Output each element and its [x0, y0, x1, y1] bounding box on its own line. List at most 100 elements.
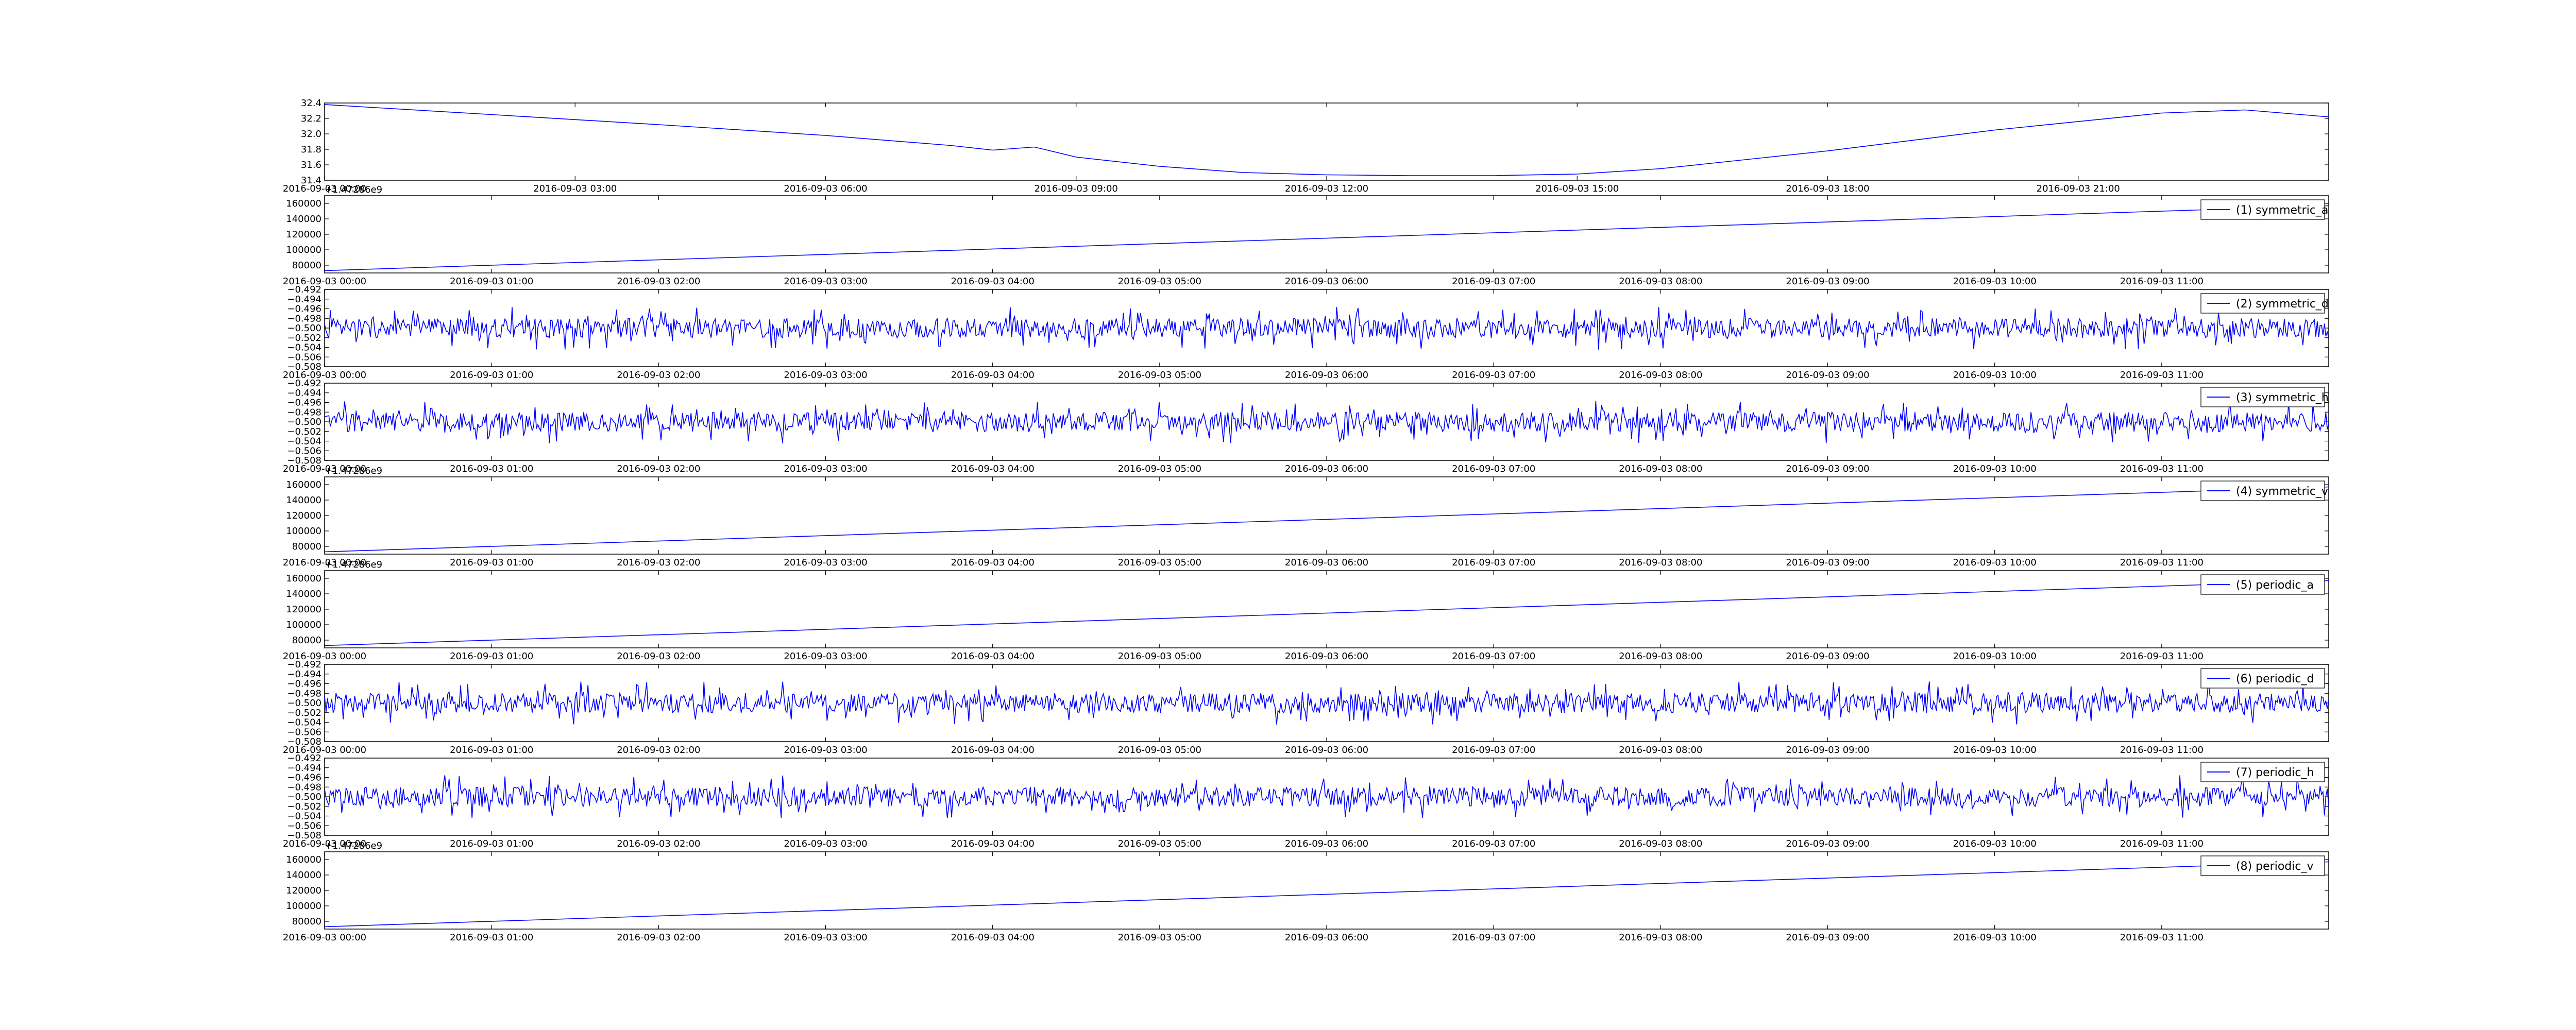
x-tick-label: 2016-09-03 03:00 — [784, 370, 867, 381]
x-tick-label: 2016-09-03 05:00 — [1118, 651, 1201, 662]
x-tick-label: 2016-09-03 11:00 — [2120, 370, 2204, 381]
x-tick-label: 2016-09-03 07:00 — [1452, 932, 1535, 943]
x-tick-label: 2016-09-03 00:00 — [283, 651, 366, 662]
x-tick-label: 2016-09-03 18:00 — [1786, 183, 1869, 194]
x-tick-label: 2016-09-03 11:00 — [2120, 651, 2204, 662]
y-tick-label: −0.502 — [287, 801, 321, 812]
x-tick-label: 2016-09-03 10:00 — [1953, 745, 2037, 756]
x-tick-label: 2016-09-03 07:00 — [1452, 838, 1535, 849]
y-tick-label: −0.494 — [287, 294, 321, 305]
subplot-3: −0.492−0.494−0.496−0.498−0.500−0.502−0.5… — [283, 284, 2329, 381]
x-tick-label: 2016-09-03 00:00 — [283, 745, 366, 756]
legend: (8) periodic_v — [2200, 855, 2325, 876]
y-tick-label: −0.506 — [287, 445, 321, 456]
x-tick-label: 2016-09-03 09:00 — [1035, 183, 1118, 194]
x-tick-label: 2016-09-03 05:00 — [1118, 464, 1201, 474]
x-tick-label: 2016-09-03 11:00 — [2120, 838, 2204, 849]
x-tick-label: 2016-09-03 02:00 — [617, 464, 700, 474]
x-tick-label: 2016-09-03 01:00 — [450, 276, 533, 287]
y-tick-label: −0.504 — [287, 811, 321, 822]
subplot-4: −0.492−0.494−0.496−0.498−0.500−0.502−0.5… — [283, 378, 2329, 474]
series-line — [324, 861, 2329, 928]
x-tick-label: 2016-09-03 09:00 — [1786, 276, 1869, 287]
x-tick-label: 2016-09-03 07:00 — [1452, 464, 1535, 474]
y-tick-label: −0.496 — [287, 679, 321, 690]
y-tick-label: −0.494 — [287, 763, 321, 774]
x-tick-label: 2016-09-03 02:00 — [617, 557, 700, 568]
x-tick-label: 2016-09-03 03:00 — [784, 276, 867, 287]
y-tick-label: −0.508 — [287, 736, 321, 747]
y-tick-label: −0.502 — [287, 333, 321, 344]
x-tick-label: 2016-09-03 11:00 — [2120, 276, 2204, 287]
x-tick-label: 2016-09-03 21:00 — [2037, 183, 2120, 194]
x-tick-label: 2016-09-03 06:00 — [1285, 745, 1368, 756]
x-tick-label: 2016-09-03 07:00 — [1452, 276, 1535, 287]
x-tick-label: 2016-09-03 04:00 — [951, 932, 1035, 943]
x-tick-label: 2016-09-03 04:00 — [951, 745, 1035, 756]
subplot-9: 160000 140000 120000 100000 80000 2016-09-03 … — [283, 840, 2329, 943]
y-tick-label: 160000 — [286, 198, 321, 209]
x-tick-label: 2016-09-03 02:00 — [617, 745, 700, 756]
x-tick-label: 2016-09-03 10:00 — [1953, 276, 2037, 287]
x-tick-label: 2016-09-03 11:00 — [2120, 464, 2204, 474]
x-tick-label: 2016-09-03 06:00 — [1285, 464, 1368, 474]
x-tick-label: 2016-09-03 09:00 — [1786, 838, 1869, 849]
y-tick-label: −0.506 — [287, 352, 321, 363]
x-tick-label: 2016-09-03 04:00 — [951, 276, 1035, 287]
legend: (5) periodic_a — [2200, 574, 2325, 595]
y-tick-label: 32.0 — [301, 129, 321, 140]
x-tick-label: 2016-09-03 08:00 — [1619, 932, 1702, 943]
x-tick-label: 2016-09-03 07:00 — [1452, 370, 1535, 381]
y-tick-label: 31.6 — [301, 160, 321, 170]
x-tick-label: 2016-09-03 05:00 — [1118, 745, 1201, 756]
x-tick-label: 2016-09-03 00:00 — [283, 183, 366, 194]
y-tick-label: 100000 — [286, 245, 321, 255]
x-tick-label: 2016-09-03 07:00 — [1452, 745, 1535, 756]
x-tick-label: 2016-09-03 03:00 — [784, 464, 867, 474]
x-tick-label: 2016-09-03 05:00 — [1118, 370, 1201, 381]
series-line — [324, 580, 2329, 646]
x-tick-label: 2016-09-03 10:00 — [1953, 557, 2037, 568]
y-tick-label: 120000 — [286, 229, 321, 240]
x-tick-label: 2016-09-03 15:00 — [1535, 183, 1619, 194]
x-tick-label: 2016-09-03 02:00 — [617, 276, 700, 287]
x-tick-label: 2016-09-03 11:00 — [2120, 932, 2204, 943]
y-tick-label: 100000 — [286, 620, 321, 630]
y-tick-label: 120000 — [286, 510, 321, 521]
x-tick-label: 2016-09-03 04:00 — [951, 464, 1035, 474]
x-tick-label: 2016-09-03 08:00 — [1619, 745, 1702, 756]
legend-box — [2200, 199, 2325, 220]
legend-label: (6) periodic_d — [2236, 673, 2314, 685]
subplot-8: −0.492−0.494−0.496−0.498−0.500−0.502−0.5… — [283, 753, 2329, 849]
series-line — [324, 205, 2329, 271]
y-tick-label: −0.498 — [287, 782, 321, 793]
y-tick-label: −0.492 — [287, 378, 321, 389]
subplot-5: 160000 140000 120000 100000 80000 2016-09-03 … — [283, 466, 2329, 568]
series-line — [324, 775, 2329, 818]
legend: (6) periodic_d — [2200, 668, 2325, 689]
x-tick-label: 2016-09-03 04:00 — [951, 370, 1035, 381]
y-tick-label: 80000 — [292, 916, 321, 927]
series-line — [324, 307, 2329, 350]
x-tick-label: 2016-09-03 06:00 — [1285, 276, 1368, 287]
x-tick-label: 2016-09-03 00:00 — [283, 370, 366, 381]
y-tick-label: −0.494 — [287, 669, 321, 680]
legend: (2) symmetric_d — [2200, 293, 2329, 314]
x-tick-label: 2016-09-03 00:00 — [283, 932, 366, 943]
x-tick-label: 2016-09-03 10:00 — [1953, 838, 2037, 849]
x-tick-label: 2016-09-03 10:00 — [1953, 370, 2037, 381]
y-tick-label: 120000 — [286, 885, 321, 896]
x-tick-label: 2016-09-03 01:00 — [450, 557, 533, 568]
x-tick-label: 2016-09-03 03:00 — [784, 557, 867, 568]
x-tick-label: 2016-09-03 00:00 — [283, 276, 366, 287]
x-tick-label: 2016-09-03 06:00 — [784, 183, 867, 194]
y-tick-label: −0.508 — [287, 830, 321, 841]
y-tick-label: 80000 — [292, 541, 321, 552]
x-tick-label: 2016-09-03 11:00 — [2120, 557, 2204, 568]
y-tick-label: −0.506 — [287, 820, 321, 831]
x-tick-label: 2016-09-03 03:00 — [784, 932, 867, 943]
x-tick-label: 2016-09-03 10:00 — [1953, 651, 2037, 662]
x-tick-label: 2016-09-03 03:00 — [533, 183, 617, 194]
legend: (4) symmetric_v — [2200, 480, 2328, 501]
y-tick-label: −0.500 — [287, 792, 321, 802]
